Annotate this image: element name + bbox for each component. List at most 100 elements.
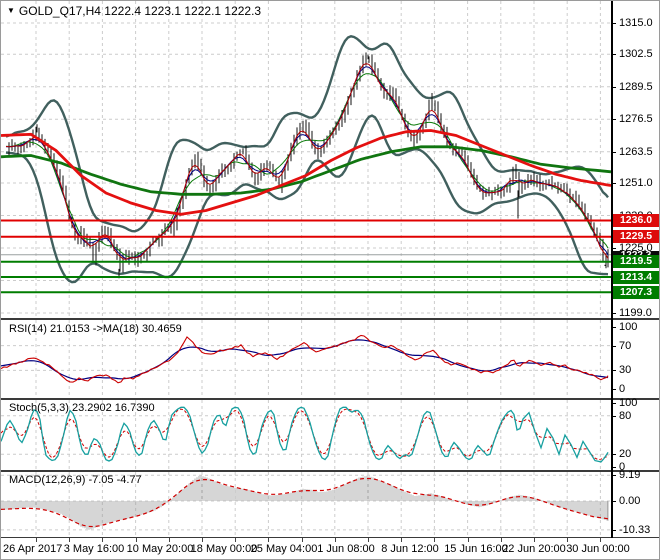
resistance-price-box: 1229.5 xyxy=(613,230,659,244)
price-tick-label: 1315.0 xyxy=(619,17,653,29)
rsi-line xyxy=(1,334,609,384)
date-label: 30 Jun 00:00 xyxy=(566,543,630,555)
macd-panel[interactable] xyxy=(1,472,611,537)
price-tick-label: 1199.0 xyxy=(619,307,652,319)
price-tick-label: 1276.5 xyxy=(619,113,653,126)
time-axis-tick xyxy=(534,538,535,542)
axis-tick xyxy=(611,501,616,502)
rsi-tick-label: 30 xyxy=(619,364,632,377)
price-tick-label: 1263.5 xyxy=(619,145,653,158)
rsi-chart-canvas[interactable] xyxy=(1,320,611,398)
time-axis-tick xyxy=(500,538,502,542)
date-label: 15 Jun 16:00 xyxy=(444,543,508,555)
stoch-indicator-label: Stoch(5,3,3) 23.2902 16.7390 xyxy=(9,402,155,414)
time-axis-tick xyxy=(567,538,569,542)
time-axis-tick xyxy=(69,538,71,542)
time-axis-tick xyxy=(36,538,37,542)
panel-separator[interactable] xyxy=(1,398,659,400)
date-label: 8 Jun 12:00 xyxy=(381,543,439,555)
axis-tick xyxy=(611,415,616,417)
macd-tick-label: 9.19 xyxy=(619,469,641,482)
stoch-chart-canvas[interactable] xyxy=(1,400,611,470)
time-axis-tick xyxy=(334,538,336,542)
bollinger-lower-line xyxy=(5,114,609,284)
time-axis-tick xyxy=(600,538,602,542)
axis-tick xyxy=(611,370,616,372)
date-label: 1 Jun 08:00 xyxy=(317,543,375,555)
time-axis-tick xyxy=(235,538,237,542)
axis-divider-line xyxy=(611,1,613,538)
candlestick-bars xyxy=(8,52,609,279)
time-axis-tick xyxy=(434,538,436,542)
stoch-panel[interactable] xyxy=(1,400,611,470)
axis-tick xyxy=(611,454,616,456)
stoch-tick-label: 100 xyxy=(619,397,638,409)
time-axis-tick xyxy=(467,538,469,542)
axis-tick xyxy=(611,345,616,347)
stoch-d-line xyxy=(1,408,609,461)
price-tick-label: 1225.0 xyxy=(619,242,653,254)
stoch-tick-label: 20 xyxy=(619,448,632,461)
time-axis-tick xyxy=(368,538,369,542)
support-price-box: 1219.5 xyxy=(613,255,659,269)
axis-tick xyxy=(611,475,616,477)
date-label: 25 May 04:00 xyxy=(250,543,318,555)
fast-ma-navy-line xyxy=(6,66,609,260)
symbol-dropdown-icon[interactable]: ▼ xyxy=(7,6,15,15)
date-label: 18 May 00:00 xyxy=(190,543,258,555)
axis-tick xyxy=(611,23,616,24)
rsi-panel[interactable] xyxy=(1,320,611,398)
time-axis-tick xyxy=(202,538,203,542)
time-axis-tick xyxy=(168,538,170,542)
time-axis-tick xyxy=(102,538,104,542)
support-price-box: 1213.4 xyxy=(613,270,659,284)
axis-tick xyxy=(611,403,616,404)
panel-separator[interactable] xyxy=(1,470,659,472)
macd-chart-canvas[interactable] xyxy=(1,472,611,537)
time-axis-tick xyxy=(135,538,137,542)
time-axis[interactable]: 26 Apr 2017 3 May 16:00 10 May 20:00 18 May… xyxy=(1,538,659,559)
date-label: 22 Jun 20:00 xyxy=(502,543,566,555)
rsi-ma-line xyxy=(1,339,609,381)
date-label: 26 Apr 2017 xyxy=(3,543,63,555)
main-price-panel[interactable] xyxy=(1,1,611,318)
axis-tick xyxy=(611,529,616,531)
axis-tick xyxy=(611,313,616,314)
bollinger-upper-line xyxy=(5,35,609,233)
axis-tick xyxy=(611,389,616,390)
axis-tick xyxy=(611,327,616,328)
axis-tick xyxy=(611,183,616,184)
support-price-box: 1207.3 xyxy=(613,285,659,299)
axis-tick xyxy=(611,119,616,121)
stoch-tick-label: 80 xyxy=(619,409,632,422)
date-label: 3 May 16:00 xyxy=(63,543,125,555)
fast-ma-green-line xyxy=(6,73,609,259)
macd-indicator-label: MACD(12,26,9) -7.05 -4.77 xyxy=(9,474,142,486)
stoch-tick-label: 0 xyxy=(619,461,626,473)
price-chart-canvas[interactable] xyxy=(1,1,611,318)
rsi-tick-label: 100 xyxy=(619,321,638,333)
stoch-k-line xyxy=(1,406,609,463)
fast-ma-red-line xyxy=(5,63,609,260)
rsi-indicator-label: RSI(14) 21.0153 ->MA(18) 30.4659 xyxy=(9,323,182,335)
current-price-box: 1222.3 xyxy=(613,251,659,259)
time-axis-tick xyxy=(301,538,303,542)
axis-tick xyxy=(611,86,616,88)
rsi-tick-label: 0 xyxy=(619,383,626,395)
axis-tick xyxy=(611,467,616,468)
resistance-price-box: 1236.0 xyxy=(613,214,659,227)
axis-tick xyxy=(611,151,616,153)
rsi-tick-label: 70 xyxy=(619,339,632,352)
price-axis[interactable]: 1315.01302.51289.51276.51263.51251.01238… xyxy=(611,1,659,538)
macd-tick-label: -10.33 xyxy=(619,523,651,536)
chart-title: ▼ GOLD_Q17,H4 1222.4 1223.1 1222.1 1222.3 xyxy=(7,4,261,18)
panel-separator[interactable] xyxy=(1,318,659,320)
date-label: 10 May 20:00 xyxy=(126,543,194,555)
price-tick-label: 1251.0 xyxy=(619,177,653,189)
axis-tick xyxy=(611,54,616,56)
chart-title-text: GOLD_Q17,H4 1222.4 1223.1 1222.1 1222.3 xyxy=(18,4,262,18)
time-axis-tick xyxy=(401,538,403,542)
price-tick-label: 1302.5 xyxy=(619,48,653,61)
time-axis-tick xyxy=(268,538,270,542)
